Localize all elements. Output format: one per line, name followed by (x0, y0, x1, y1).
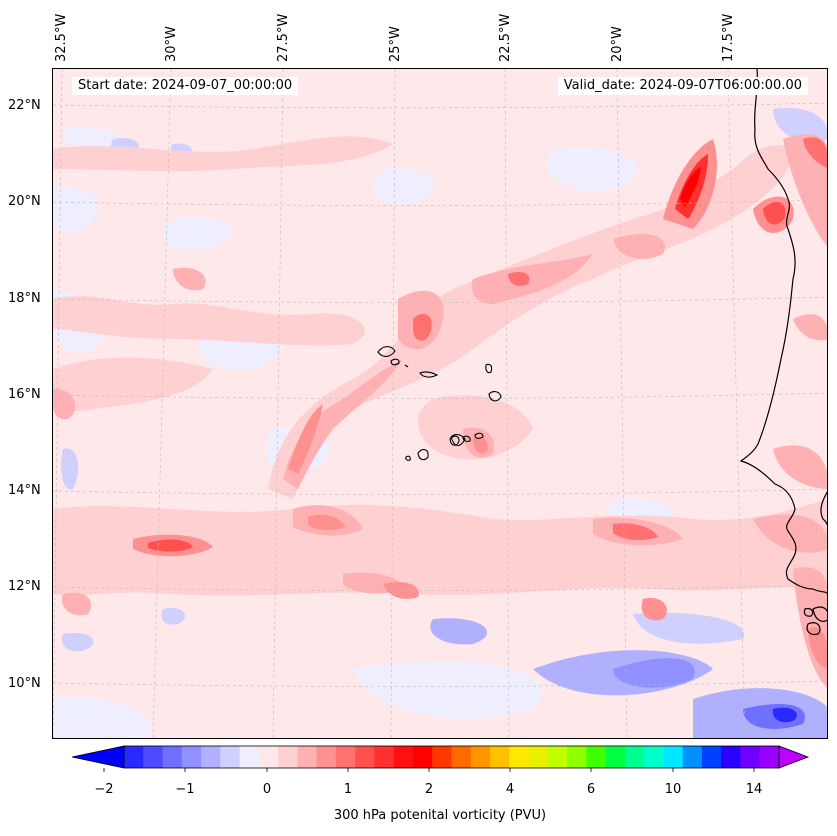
colorbar-cell (644, 746, 665, 768)
cape-verde-islands (377, 346, 502, 461)
latitude-label: 16°N (8, 387, 41, 402)
colorbar-cell (297, 746, 318, 768)
colorbar-cell (162, 746, 183, 768)
graticule (53, 69, 827, 738)
colorbar-tick-label: −2 (94, 782, 114, 797)
colorbar-ticks (103, 768, 755, 772)
colorbar-cell (220, 746, 241, 768)
colorbar-tick-label: 1 (343, 782, 353, 797)
colorbar-cell (258, 746, 279, 768)
colorbar-extend-max (778, 745, 810, 769)
colorbar-cell (143, 746, 164, 768)
latitude-label: 10°N (8, 676, 41, 691)
latitude-label: 12°N (8, 579, 41, 594)
colorbar-tick-label: 2 (424, 782, 434, 797)
colorbar-tick-label: 4 (505, 782, 515, 797)
longitude-label: 17.5°W (721, 13, 736, 62)
colorbar-cell (181, 746, 202, 768)
colorbar-cell (701, 746, 722, 768)
colorbar-tick-label: 0 (262, 782, 272, 797)
colorbar-cell (316, 746, 337, 768)
colorbar-extend-min (71, 745, 125, 769)
longitude-label: 25°W (388, 26, 403, 62)
longitude-label: 20°W (610, 26, 625, 62)
colorbar-cell (547, 746, 568, 768)
colorbar-cell (490, 746, 510, 768)
colorbar-cell (393, 746, 414, 768)
latitude-label: 20°N (8, 194, 41, 209)
colorbar-cell (374, 746, 395, 768)
colorbar-cell (451, 746, 472, 768)
colorbar-tick-label: 14 (745, 782, 763, 797)
colorbar-cell (605, 746, 626, 768)
longitude-label: 22.5°W (498, 13, 513, 62)
colorbar-cell (509, 746, 530, 768)
colorbar-cell (567, 746, 587, 768)
colorbar-tick-label: −1 (175, 782, 195, 797)
positive-pv-areas (53, 134, 827, 688)
colorbar-tick-label: 6 (586, 782, 596, 797)
latitude-label: 14°N (8, 483, 41, 498)
colorbar-cell (624, 746, 645, 768)
colorbar-cell (124, 746, 144, 768)
colorbar-cell (663, 746, 684, 768)
colorbar-label: 300 hPa potenital vorticity (PVU) (333, 808, 547, 823)
colorbar (71, 745, 810, 772)
colorbar-cell (586, 746, 607, 768)
colorbar-cell (721, 746, 742, 768)
colorbar-tick-label: 10 (664, 782, 682, 797)
latitude-label: 22°N (8, 98, 41, 113)
colorbar-cell (682, 746, 703, 768)
start-date-label: Start date: 2024-09-07_00:00:00 (72, 77, 299, 95)
colorbar-cell (239, 746, 260, 768)
pv-field-map (53, 69, 827, 738)
latitude-label: 18°N (8, 291, 41, 306)
coastline (739, 69, 827, 636)
colorbar-cell (335, 746, 356, 768)
colorbar-cell (740, 746, 761, 768)
map-frame (52, 68, 828, 739)
colorbar-cells (71, 745, 810, 769)
valid-date-label: Valid_date: 2024-09-07T06:00:00.00 (557, 77, 808, 95)
longitude-label: 32.5°W (54, 13, 69, 62)
longitude-label: 30°W (164, 26, 179, 62)
colorbar-cell (528, 746, 549, 768)
colorbar-cell (759, 746, 780, 768)
colorbar-cell (201, 746, 221, 768)
colorbar-cell (278, 746, 298, 768)
colorbar-outline (123, 745, 780, 769)
colorbar-cell (470, 746, 491, 768)
colorbar-cell (355, 746, 376, 768)
longitude-label: 27.5°W (276, 13, 291, 62)
colorbar-cell (412, 746, 433, 768)
colorbar-cell (432, 746, 453, 768)
